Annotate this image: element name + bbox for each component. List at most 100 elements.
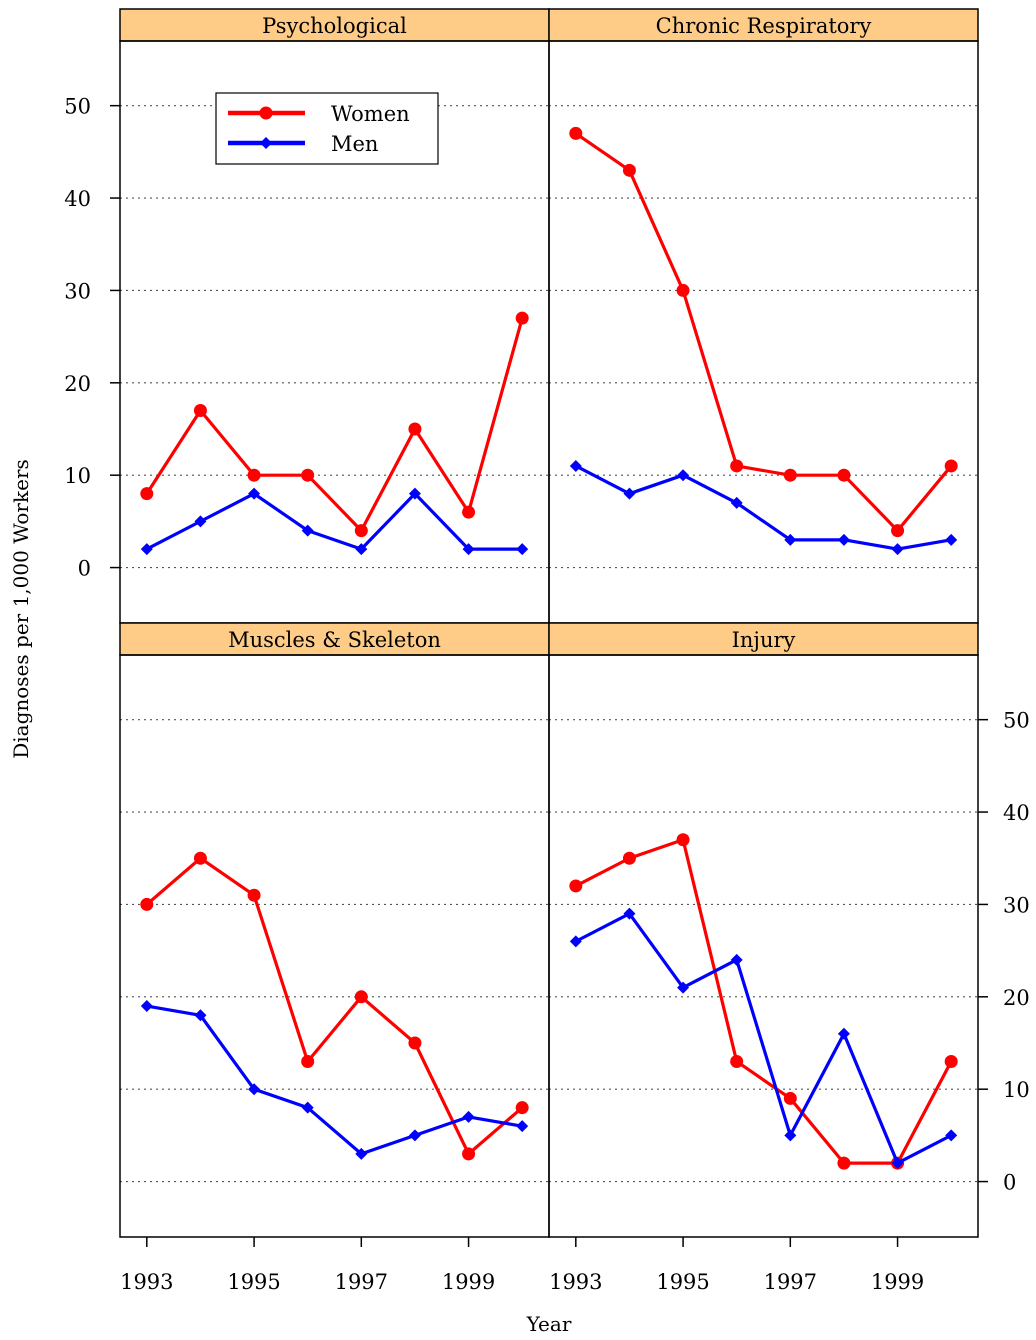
data-point-women [515,311,529,325]
data-point-men [516,543,529,556]
data-point-men [301,524,314,537]
panel-frame [548,40,979,624]
y-tick-label: 0 [78,557,91,581]
data-point-women [354,524,368,538]
data-point-women [837,1156,851,1170]
data-point-women [301,1054,315,1068]
y-tick-label: 20 [1003,986,1030,1010]
legend-label: Men [331,132,378,156]
y-tick-label: 30 [1003,893,1030,917]
data-point-men [516,1120,529,1133]
data-point-men [837,533,850,546]
data-point-men [408,487,421,500]
data-point-women [408,422,422,436]
data-point-women [837,468,851,482]
data-point-men [623,487,636,500]
data-point-women [622,163,636,177]
x-tick-label: 1993 [120,1270,173,1294]
data-point-women [676,283,690,297]
panel-title: Injury [732,628,796,652]
data-point-men [945,1129,958,1142]
panel-title: Chronic Respiratory [656,14,872,38]
y-tick-label: 10 [64,464,91,488]
data-point-men [891,1157,904,1170]
x-tick-label: 1995 [227,1270,280,1294]
data-point-men [730,496,743,509]
data-point-women [462,505,476,519]
series-line-women [575,838,953,1165]
series-line-men [575,464,952,551]
panel-title: Psychological [262,14,407,38]
data-point-women [676,833,690,847]
data-point-men [623,907,636,920]
y-tick-label: 10 [1003,1078,1030,1102]
data-point-men [408,1129,421,1142]
data-point-men [462,543,475,556]
series-line-men [575,912,952,1165]
data-point-men [462,1110,475,1123]
x-tick-label: 1993 [549,1270,602,1294]
legend-marker [260,137,272,149]
y-tick-label: 20 [64,372,91,396]
data-point-women [730,459,744,473]
data-point-men [248,1083,261,1096]
y-tick-label: 30 [64,279,91,303]
data-point-women [944,1054,958,1068]
series-line-women [145,317,524,533]
data-point-women [193,404,207,418]
data-point-men [355,1147,368,1160]
data-point-men [194,515,207,528]
data-point-women [408,1036,422,1050]
data-point-women [354,990,368,1004]
panel-strip [548,8,979,42]
data-point-women [783,1091,797,1105]
data-point-men [355,543,368,556]
data-point-men [730,953,743,966]
x-tick-label: 1999 [871,1270,924,1294]
y-axis-title: Diagnoses per 1,000 Workers [9,459,33,759]
data-point-women [569,879,583,893]
panel-strip [119,8,550,42]
data-point-women [622,851,636,865]
panel-frame [548,654,979,1238]
data-point-men [248,487,261,500]
series-line-men [146,492,523,551]
legend-box [215,92,439,165]
data-point-men [784,1129,797,1142]
y-tick-label: 50 [64,95,91,119]
data-point-men [140,543,153,556]
data-point-men [301,1101,314,1114]
legend-label: Women [331,102,410,126]
data-point-women [783,468,797,482]
x-tick-label: 1997 [764,1270,817,1294]
panel-title: Muscles & Skeleton [228,628,441,652]
x-axis-title: Year [526,1312,572,1336]
legend-marker [259,106,273,120]
data-point-women [193,851,207,865]
data-point-women [140,897,154,911]
series-line-women [145,856,524,1156]
data-point-men [194,1009,207,1022]
y-tick-label: 40 [1003,801,1030,825]
data-point-women [247,468,261,482]
data-point-women [140,487,154,501]
data-point-men [945,533,958,546]
data-point-women [730,1054,744,1068]
data-point-men [140,1000,153,1013]
data-point-men [569,935,582,948]
x-tick-label: 1997 [335,1270,388,1294]
data-point-women [944,459,958,473]
y-tick-label: 40 [64,187,91,211]
data-point-men [677,469,690,482]
series-line-men [146,1004,523,1156]
data-point-women [515,1101,529,1115]
series-line-women [574,132,953,533]
data-point-women [247,888,261,902]
data-point-men [891,543,904,556]
panel-frame [119,654,550,1238]
data-point-men [837,1027,850,1040]
x-tick-label: 1995 [656,1270,709,1294]
y-tick-label: 0 [1003,1171,1016,1195]
data-point-men [569,459,582,472]
